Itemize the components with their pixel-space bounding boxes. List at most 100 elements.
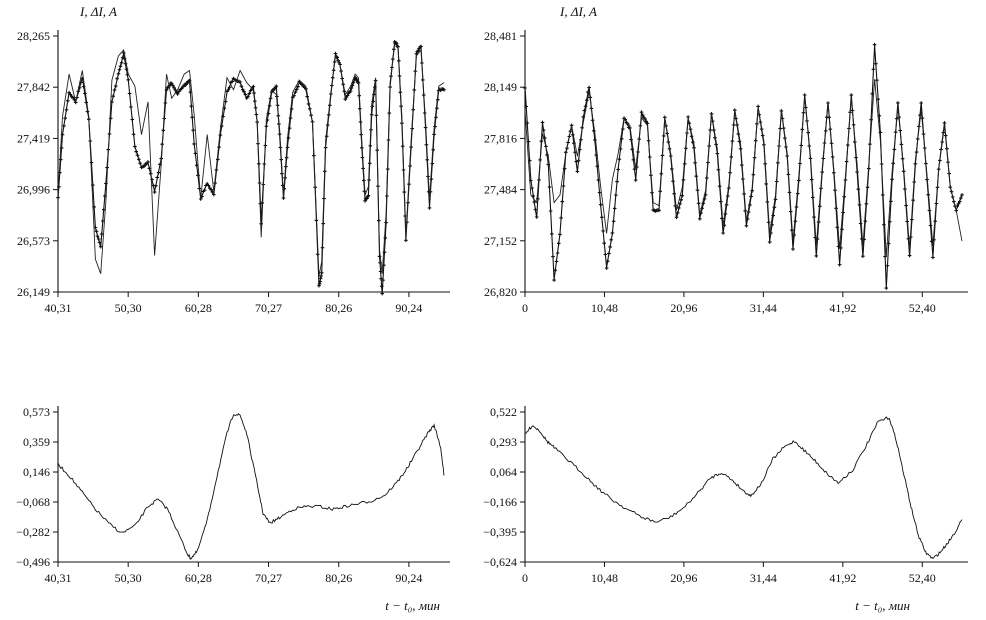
data-point [108, 116, 113, 121]
data-point [126, 78, 131, 82]
data-point [748, 203, 752, 207]
data-point [554, 259, 559, 264]
data-point [419, 44, 423, 49]
y-tick-label: 27,419 [17, 131, 50, 145]
residual-series-line [57, 412, 445, 560]
data-point [197, 186, 202, 191]
data-point [746, 210, 751, 214]
data-point [117, 67, 122, 72]
x-tick-label: 90,24 [395, 571, 422, 585]
data-point [959, 196, 963, 200]
data-point [621, 127, 625, 131]
data-point [230, 79, 234, 84]
data-point [841, 210, 845, 215]
data-point [156, 170, 161, 175]
data-point [552, 278, 556, 282]
data-point [885, 263, 890, 268]
data-point [154, 184, 158, 188]
data-point [150, 177, 154, 182]
data-point [855, 170, 859, 174]
data-point [608, 245, 612, 249]
data-point [217, 145, 221, 149]
y-axis-title: I, ΔI, A [559, 4, 597, 19]
chart-top-left: 28,265 27,842 27,419 26,996 26,573 26,149 40,3… [17, 4, 450, 315]
data-point [163, 101, 168, 105]
y-tick-label: −0,624 [483, 555, 517, 569]
data-point [643, 117, 647, 121]
data-point [243, 92, 248, 97]
x-tick-label: 0 [522, 571, 528, 585]
data-point [856, 187, 861, 191]
data-point [610, 231, 615, 235]
data-point [607, 251, 611, 256]
y-tick-label: 27,842 [17, 80, 50, 94]
data-point [416, 49, 420, 53]
data-point [614, 193, 618, 197]
data-point [193, 151, 198, 156]
data-point [561, 184, 566, 188]
data-point [138, 161, 142, 165]
x-tick-label: 20,96 [670, 571, 697, 585]
data-point [285, 145, 290, 150]
data-point [674, 215, 679, 220]
data-point [404, 238, 408, 243]
data-point [292, 93, 296, 98]
data-point [239, 84, 244, 88]
data-point [83, 91, 87, 96]
data-point [379, 276, 383, 281]
data-point [296, 84, 300, 89]
y-tick-label: −0,166 [483, 495, 517, 509]
data-point [66, 99, 70, 103]
data-point [240, 87, 245, 92]
data-point [227, 85, 232, 90]
data-point [601, 229, 605, 233]
data-point [179, 86, 184, 91]
data-point [604, 266, 609, 270]
data-point [600, 215, 604, 220]
chart-bottom-right: 0,522 0,293 0,064 −0,166 −0,395 −0,624 0 10,48 2… [483, 405, 968, 613]
data-point [616, 167, 620, 172]
y-tick-label: 0,064 [490, 465, 517, 479]
data-point [814, 254, 819, 258]
data-point [955, 204, 960, 208]
data-point [849, 93, 854, 97]
measured-series-points [523, 42, 964, 290]
data-point [793, 219, 798, 223]
x-tick-label: 10,48 [591, 571, 618, 585]
data-point [293, 90, 298, 94]
data-point [210, 190, 215, 194]
x-tick-label: 80,26 [325, 301, 352, 315]
x-tick-label: 41,92 [829, 301, 856, 315]
data-point [813, 235, 817, 240]
data-point [791, 247, 795, 251]
y-tick-label: 0,359 [23, 435, 50, 449]
chart-top-right: 28,481 28,149 27,816 27,484 27,152 26,820 0 10,… [484, 4, 968, 315]
data-point [530, 186, 534, 190]
x-tick-label: 31,44 [750, 571, 777, 585]
data-point [548, 209, 553, 213]
data-point [931, 255, 935, 260]
data-point [427, 206, 432, 210]
data-point [242, 90, 246, 94]
data-point [135, 153, 140, 157]
data-point [698, 217, 702, 221]
data-point [223, 99, 228, 104]
data-point [602, 241, 606, 245]
data-point [551, 254, 555, 259]
y-tick-label: 27,152 [484, 234, 517, 248]
data-point [206, 183, 211, 188]
data-point [189, 104, 194, 108]
data-point [209, 187, 213, 192]
x-tick-label: 80,26 [325, 571, 352, 585]
data-point [640, 113, 645, 117]
data-point [319, 271, 324, 275]
data-point [557, 241, 561, 246]
data-point [767, 240, 772, 244]
data-point [532, 200, 537, 204]
data-point [639, 110, 644, 114]
measured-series-line [57, 39, 444, 295]
data-point [99, 232, 104, 236]
data-point [251, 84, 256, 89]
data-point [343, 97, 348, 101]
data-point [550, 232, 554, 236]
